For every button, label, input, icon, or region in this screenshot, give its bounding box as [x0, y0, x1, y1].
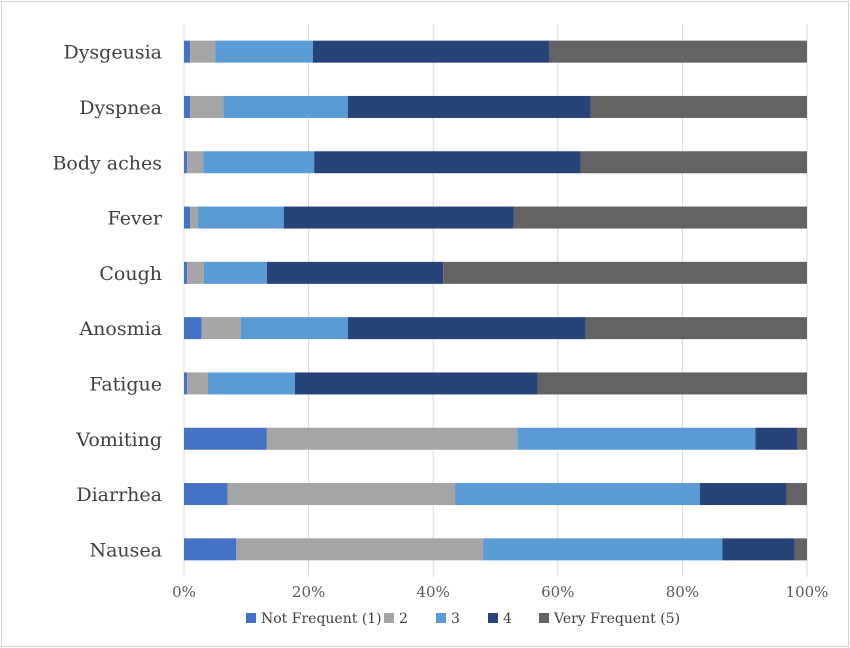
bar-fatigue-series-3	[207, 372, 295, 395]
bar-nausea-series-3	[483, 538, 723, 561]
bar-fever-series-1	[184, 206, 191, 229]
legend-label-4: 4	[503, 611, 512, 627]
x-tick-80: 80%	[666, 583, 699, 601]
bar-diarrhea-series-5	[786, 483, 807, 506]
legend-swatch-2	[384, 613, 394, 623]
bar-vomiting-series-4	[755, 427, 798, 450]
bar-anosmia-series-5	[585, 317, 807, 340]
bar-dysgeusia-series-4	[312, 40, 550, 63]
bar-nausea-series-5	[794, 538, 807, 561]
bar-fever-series-2	[190, 206, 198, 229]
bar-dyspnea-series-2	[190, 95, 224, 118]
bar-fatigue-series-1	[184, 372, 188, 395]
category-label-diarrhea: Diarrhea	[76, 484, 162, 506]
category-label-nausea: Nausea	[89, 539, 162, 561]
legend-label-3: 3	[451, 611, 460, 627]
bar-body-aches-series-1	[184, 151, 188, 174]
category-labels: Dysgeusia Dyspnea Body aches Fever Cough Anos…	[52, 42, 162, 562]
bar-cough-series-3	[203, 261, 267, 284]
bar-cough-series-5	[443, 261, 807, 284]
bar-dysgeusia-series-2	[190, 40, 216, 63]
bar-dyspnea-series-3	[223, 95, 348, 118]
bars	[184, 40, 807, 561]
bar-anosmia-series-4	[347, 317, 586, 340]
bar-vomiting-series-5	[797, 427, 807, 450]
bar-dysgeusia-series-5	[549, 40, 807, 63]
legend-swatch-4	[488, 613, 498, 623]
legend-swatch-5	[539, 613, 549, 623]
x-tick-60: 60%	[541, 583, 574, 601]
bar-vomiting-series-2	[266, 427, 518, 450]
bar-cough-series-2	[187, 261, 204, 284]
bar-fatigue-series-5	[537, 372, 807, 395]
bar-nausea-series-2	[236, 538, 484, 561]
category-label-fever: Fever	[108, 208, 163, 230]
bar-fever-series-5	[513, 206, 807, 229]
bar-body-aches-series-2	[187, 151, 204, 174]
bar-fever-series-3	[197, 206, 284, 229]
category-label-vomiting: Vomiting	[75, 429, 162, 451]
bar-fatigue-series-4	[294, 372, 538, 395]
bar-dyspnea-series-4	[347, 95, 591, 118]
category-label-fatigue: Fatigue	[89, 373, 162, 395]
category-label-cough: Cough	[99, 263, 162, 285]
bar-body-aches-series-3	[203, 151, 315, 174]
bar-vomiting-series-3	[517, 427, 756, 450]
bar-vomiting-series-1	[184, 427, 267, 450]
legend-label-1: Not Frequent (1)	[261, 611, 382, 627]
bar-dysgeusia-series-3	[215, 40, 313, 63]
bar-anosmia-series-3	[240, 317, 348, 340]
bar-nausea-series-1	[184, 538, 237, 561]
x-tick-100: 100%	[786, 583, 829, 601]
bar-cough-series-4	[266, 261, 444, 284]
bar-body-aches-series-4	[314, 151, 581, 174]
bar-diarrhea-series-3	[455, 483, 700, 506]
bar-diarrhea-series-4	[699, 483, 787, 506]
bar-anosmia-series-1	[184, 317, 202, 340]
bar-anosmia-series-2	[201, 317, 241, 340]
bar-dysgeusia-series-1	[184, 40, 191, 63]
x-tick-0: 0%	[172, 583, 196, 601]
x-tick-40: 40%	[417, 583, 450, 601]
legend-label-5: Very Frequent (5)	[553, 611, 680, 627]
category-label-dyspnea: Dyspnea	[79, 97, 162, 119]
category-label-anosmia: Anosmia	[78, 318, 162, 340]
bar-diarrhea-series-1	[184, 483, 228, 506]
bar-dyspnea-series-5	[590, 95, 807, 118]
bar-nausea-series-4	[722, 538, 795, 561]
category-label-body-aches: Body aches	[52, 152, 162, 174]
bar-cough-series-1	[184, 261, 188, 284]
bar-body-aches-series-5	[580, 151, 807, 174]
legend-swatch-3	[436, 613, 446, 623]
bar-dyspnea-series-1	[184, 95, 191, 118]
legend-swatch-1	[246, 613, 256, 623]
x-tick-20: 20%	[292, 583, 325, 601]
bar-diarrhea-series-2	[227, 483, 456, 506]
bar-fever-series-4	[283, 206, 514, 229]
category-label-dysgeusia: Dysgeusia	[63, 42, 162, 64]
legend-label-2: 2	[399, 611, 408, 627]
x-tick-labels: 0% 20% 40% 60% 80% 100%	[172, 583, 828, 601]
legend: Not Frequent (1) 2 3 4 Very Frequent (5)	[246, 611, 680, 627]
bar-fatigue-series-2	[187, 372, 208, 395]
